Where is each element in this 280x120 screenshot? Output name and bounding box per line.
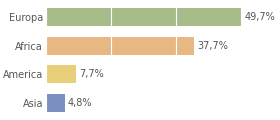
Text: 49,7%: 49,7% bbox=[245, 12, 276, 22]
Text: 7,7%: 7,7% bbox=[79, 69, 104, 79]
Bar bbox=[46, 66, 76, 83]
Bar bbox=[46, 37, 195, 54]
Bar bbox=[46, 8, 242, 26]
Text: 37,7%: 37,7% bbox=[198, 41, 228, 51]
Text: 4,8%: 4,8% bbox=[68, 98, 92, 108]
Bar bbox=[46, 94, 65, 112]
